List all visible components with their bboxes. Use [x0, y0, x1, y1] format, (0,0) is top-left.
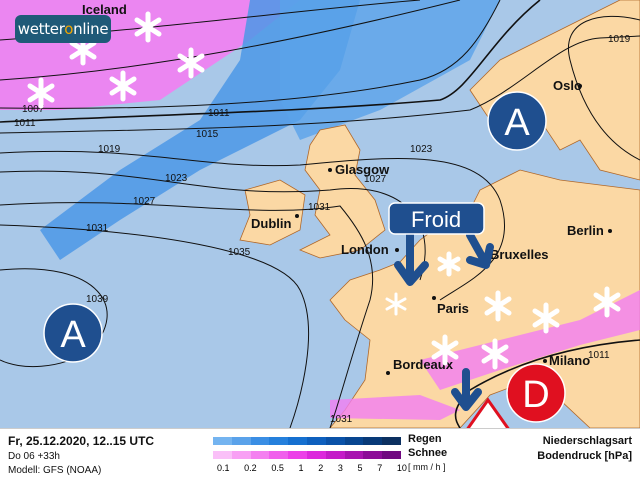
snow-alps: [420, 290, 640, 390]
scale-swatch: [344, 437, 364, 445]
snowflake-icons: [27, 11, 621, 370]
city-bruxelles: Bruxelles: [490, 247, 549, 262]
forecast-date: Fr, 25.12.2020, 12..15 UTC: [8, 434, 155, 448]
land-ireland: [239, 179, 306, 246]
city-berlin: Berlin: [567, 223, 604, 238]
scale-swatch: [213, 437, 232, 445]
scale-swatch: [325, 437, 345, 445]
scale-swatch: [306, 451, 326, 459]
rain-band-north: [280, 0, 500, 140]
snow-scale: [213, 451, 401, 459]
legend-title-pressure: Bodendruck [hPa]: [537, 450, 632, 462]
high-pressure-north: A: [487, 91, 547, 151]
legend: Fr, 25.12.2020, 12..15 UTC Do 06 +33h Mo…: [0, 428, 640, 479]
scale-swatch: [231, 451, 251, 459]
wetteronline-logo[interactable]: wetteronline: [15, 15, 111, 43]
cold-arrows: [394, 231, 494, 411]
snow-label: Schnee: [408, 447, 448, 459]
scale-value: 2: [318, 463, 324, 473]
city-milano: Milano: [549, 353, 590, 368]
legend-title-type: Niederschlagsart: [542, 435, 632, 447]
city-paris: Paris: [437, 301, 469, 316]
model-info: Modell: GFS (NOAA): [8, 465, 102, 476]
snow-pyrenees: [330, 395, 460, 420]
label-iceland: Iceland: [82, 2, 127, 17]
city-bordeaux: Bordeaux: [393, 357, 454, 372]
svg-text:A: A: [60, 314, 86, 356]
svg-text:Froid: Froid: [411, 207, 461, 232]
svg-text:A: A: [504, 102, 530, 144]
scale-swatch: [269, 437, 289, 445]
isobar-label: 1023: [165, 173, 188, 184]
rain-label: Regen: [408, 433, 442, 445]
scale-swatch: [213, 451, 232, 459]
scale-value: 7: [377, 463, 383, 473]
scale-swatch: [250, 451, 270, 459]
scale-swatch: [269, 451, 289, 459]
scale-swatch: [250, 437, 270, 445]
high-pressure-atlantic: A: [43, 303, 103, 363]
svg-text:D: D: [522, 374, 549, 416]
scale-swatch: [363, 451, 383, 459]
run-info: Do 06 +33h: [8, 451, 60, 462]
scale-value: 0.5: [271, 463, 284, 473]
scale-swatch: [306, 437, 326, 445]
weather-map: 1007 1011 1011 1015 1019 1023 1027 1031 …: [0, 0, 640, 428]
city-oslo: Oslo: [553, 78, 582, 93]
low-pressure-genoa: D: [506, 363, 566, 423]
isobar-label: 1027: [133, 196, 156, 207]
scale-swatch: [325, 451, 345, 459]
isobar-label: 1023: [410, 144, 433, 155]
isobar-label: 1015: [196, 129, 219, 140]
isobar-label: 1039: [86, 294, 109, 305]
scale-swatch: [288, 437, 307, 445]
scale-value: 10: [396, 463, 407, 473]
scale-swatch: [231, 437, 251, 445]
city-london: London: [341, 242, 389, 257]
warning-icon: [466, 397, 510, 428]
scale-swatch: [363, 437, 383, 445]
scale-swatch: [288, 451, 307, 459]
scale-value: 0.2: [244, 463, 257, 473]
land-britain: [299, 124, 386, 259]
scale-swatch: [382, 437, 401, 445]
unit-label: [ mm / h ]: [408, 462, 446, 472]
scale-value: 1: [298, 463, 304, 473]
isobar-label: 1031: [330, 414, 353, 425]
isobar-label: 1019: [608, 34, 631, 45]
froid-label: Froid: [388, 202, 485, 235]
city-dublin: Dublin: [251, 216, 291, 231]
rain-scale: [213, 437, 401, 445]
isobar-label: 1011: [588, 350, 610, 361]
scale-swatch: [382, 451, 401, 459]
isobar-label: 1031: [308, 202, 331, 213]
isobar-label: 1011: [208, 108, 230, 119]
scale-swatch: [344, 451, 364, 459]
scale-values: 0.1 0.2 0.5 1 2 3 5 7 10: [217, 463, 407, 473]
scale-value: 0.1: [217, 463, 230, 473]
isobar-label: 1035: [228, 247, 251, 258]
scale-value: 3: [337, 463, 343, 473]
isobar-label: 1011: [14, 118, 36, 129]
isobar-label: 1031: [86, 223, 109, 234]
isobar-label: 1007: [22, 104, 45, 115]
isobar-label: 1019: [98, 144, 121, 155]
isobar-label: 1027: [364, 174, 387, 185]
city-glasgow: Glasgow: [335, 162, 390, 177]
scale-value: 5: [357, 463, 363, 473]
